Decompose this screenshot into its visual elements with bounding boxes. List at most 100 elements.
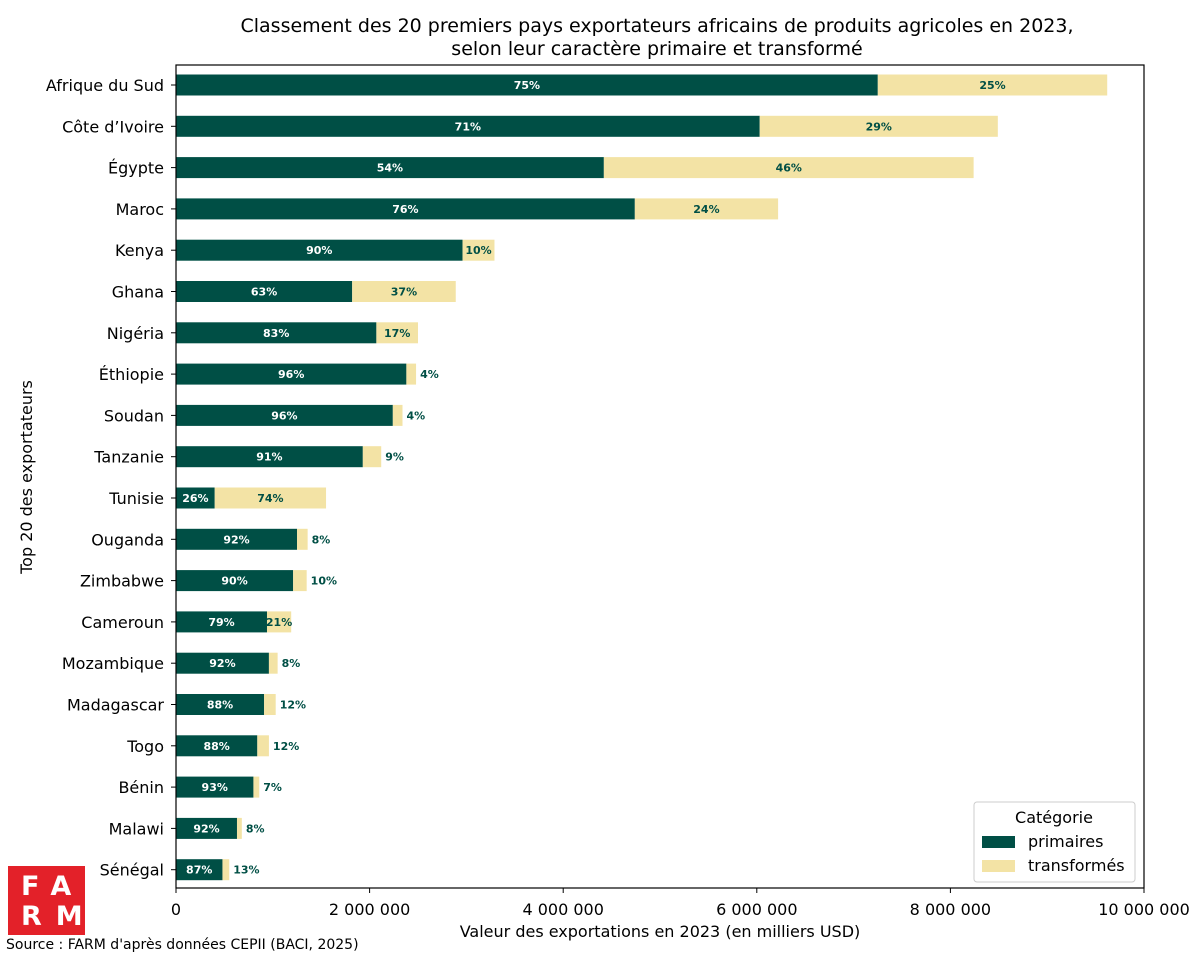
- label-primaires-mozambique: 92%: [209, 657, 235, 670]
- y-tick-label-cameroun: Cameroun: [81, 613, 164, 632]
- label-primaires-tanzanie: 91%: [256, 451, 282, 464]
- bar-transformes-nigeria: [376, 322, 418, 344]
- label-transformes-tunisie: 74%: [257, 492, 283, 505]
- label-transformes-tanzanie: 9%: [385, 451, 404, 464]
- bar-primaires-afrique-du-sud: [176, 74, 878, 96]
- bar-primaires-ghana: [176, 281, 353, 302]
- bar-transformes-kenya: [462, 239, 495, 261]
- x-tick-label-0: 0: [171, 900, 181, 919]
- y-tick-label-mozambique: Mozambique: [62, 654, 164, 673]
- bar-transformes-malawi: [236, 817, 242, 839]
- legend: Catégorie primaires transformés: [973, 801, 1136, 883]
- bar-primaires-mozambique: [176, 652, 269, 674]
- label-transformes-afrique-du-sud: 25%: [979, 79, 1005, 92]
- x-axis: 0 2 000 000 4 000 000 6 000 000 8 000 000 10 …: [171, 888, 1190, 919]
- y-tick-label-soudan: Soudan: [104, 406, 164, 425]
- label-transformes-benin: 7%: [263, 781, 282, 794]
- label-transformes-kenya: 10%: [465, 244, 491, 257]
- y-tick-label-tunisie: Tunisie: [108, 489, 164, 508]
- y-tick-label-tanzanie: Tanzanie: [93, 448, 164, 467]
- label-transformes-malawi: 8%: [246, 822, 265, 835]
- legend-label-primaires: primaires: [1028, 832, 1103, 851]
- label-primaires-ethiopie: 96%: [278, 368, 304, 381]
- label-transformes-zimbabwe: 10%: [311, 575, 337, 588]
- x-tick-label-2: 4 000 000: [522, 900, 603, 919]
- label-primaires-senegal: 87%: [186, 864, 212, 877]
- bar-transformes-togo: [257, 735, 269, 757]
- legend-title: Catégorie: [1015, 808, 1093, 827]
- y-axis: Afrique du Sud Côte d’Ivoire Égypte Maroc Ke…: [46, 76, 176, 880]
- label-primaires-ouganda: 92%: [223, 533, 249, 546]
- bar-primaires-senegal: [176, 859, 223, 881]
- bar-transformes-cote-d-ivoire: [759, 115, 998, 137]
- bar-transformes-zimbabwe: [293, 570, 307, 592]
- label-primaires-togo: 88%: [203, 740, 229, 753]
- label-transformes-cameroun: 21%: [266, 616, 292, 629]
- x-tick-label-1: 2 000 000: [329, 900, 410, 919]
- legend-swatch-primaires: [982, 836, 1015, 848]
- bar-primaires-benin: [176, 776, 254, 798]
- bar-primaires-ouganda: [176, 528, 297, 550]
- y-tick-label-maroc: Maroc: [116, 200, 164, 219]
- y-tick-label-madagascar: Madagascar: [67, 696, 164, 715]
- chart-subtitle: selon leur caractère primaire et transfo…: [451, 38, 862, 60]
- label-primaires-cameroun: 79%: [208, 616, 234, 629]
- bar-primaires-soudan: [176, 404, 393, 426]
- label-transformes-maroc: 24%: [693, 203, 719, 216]
- bar-transformes-tanzanie: [362, 446, 382, 468]
- source-note: Source : FARM d'après données CEPII (BAC…: [6, 937, 359, 953]
- label-transformes-madagascar: 12%: [280, 699, 306, 712]
- logo-line-2: RM: [21, 901, 97, 932]
- label-transformes-cote-d-ivoire: 29%: [866, 120, 892, 133]
- y-tick-label-kenya: Kenya: [115, 241, 164, 260]
- label-transformes-soudan: 4%: [407, 409, 426, 422]
- y-tick-label-togo: Togo: [126, 737, 164, 756]
- bar-primaires-cameroun: [176, 611, 267, 633]
- chart-title: Classement des 20 premiers pays exportat…: [240, 15, 1073, 37]
- y-axis-label: Top 20 des exportateurs: [17, 380, 36, 575]
- label-primaires-tunisie: 26%: [182, 492, 208, 505]
- y-tick-label-senegal: Sénégal: [100, 861, 164, 880]
- x-tick-label-3: 6 000 000: [716, 900, 797, 919]
- label-transformes-ouganda: 8%: [312, 533, 331, 546]
- bar-transformes-benin: [253, 776, 260, 798]
- label-transformes-mozambique: 8%: [282, 657, 301, 670]
- legend-swatch-transformes: [982, 860, 1015, 872]
- bar-primaires-madagascar: [176, 694, 265, 715]
- bar-primaires-tunisie: [176, 487, 215, 509]
- y-tick-label-egypte: Égypte: [108, 159, 164, 178]
- farm-logo: FA RM: [8, 866, 85, 935]
- bar-transformes-soudan: [392, 404, 403, 426]
- label-transformes-ghana: 37%: [391, 286, 417, 299]
- y-tick-label-ethiopie: Éthiopie: [99, 365, 164, 384]
- y-tick-label-malawi: Malawi: [109, 819, 164, 838]
- bar-primaires-ethiopie: [176, 363, 407, 385]
- label-primaires-kenya: 90%: [306, 244, 332, 257]
- bar-primaires-tanzanie: [176, 446, 363, 468]
- bar-primaires-egypte: [176, 157, 604, 179]
- bar-primaires-zimbabwe: [176, 570, 294, 592]
- label-primaires-zimbabwe: 90%: [221, 575, 247, 588]
- plot-frame: [175, 64, 1145, 889]
- label-primaires-ghana: 63%: [251, 286, 277, 299]
- y-tick-label-ghana: Ghana: [112, 283, 164, 302]
- label-primaires-madagascar: 88%: [207, 699, 233, 712]
- label-transformes-ethiopie: 4%: [420, 368, 439, 381]
- label-transformes-senegal: 13%: [233, 864, 259, 877]
- x-axis-label: Valeur des exportations en 2023 (en mill…: [460, 922, 861, 941]
- bar-transformes-ghana: [352, 281, 456, 302]
- y-tick-label-zimbabwe: Zimbabwe: [80, 572, 164, 591]
- label-transformes-nigeria: 17%: [384, 327, 410, 340]
- bar-transformes-madagascar: [264, 694, 276, 715]
- y-tick-label-benin: Bénin: [118, 778, 164, 797]
- label-primaires-egypte: 54%: [377, 162, 403, 175]
- label-primaires-soudan: 96%: [271, 409, 297, 422]
- label-primaires-maroc: 76%: [392, 203, 418, 216]
- y-tick-label-ouganda: Ouganda: [91, 530, 164, 549]
- y-tick-label-afrique-du-sud: Afrique du Sud: [46, 76, 164, 95]
- bar-transformes-egypte: [603, 157, 974, 179]
- bar-primaires-malawi: [176, 817, 237, 839]
- label-primaires-afrique-du-sud: 75%: [514, 79, 540, 92]
- bar-transformes-ethiopie: [406, 363, 417, 385]
